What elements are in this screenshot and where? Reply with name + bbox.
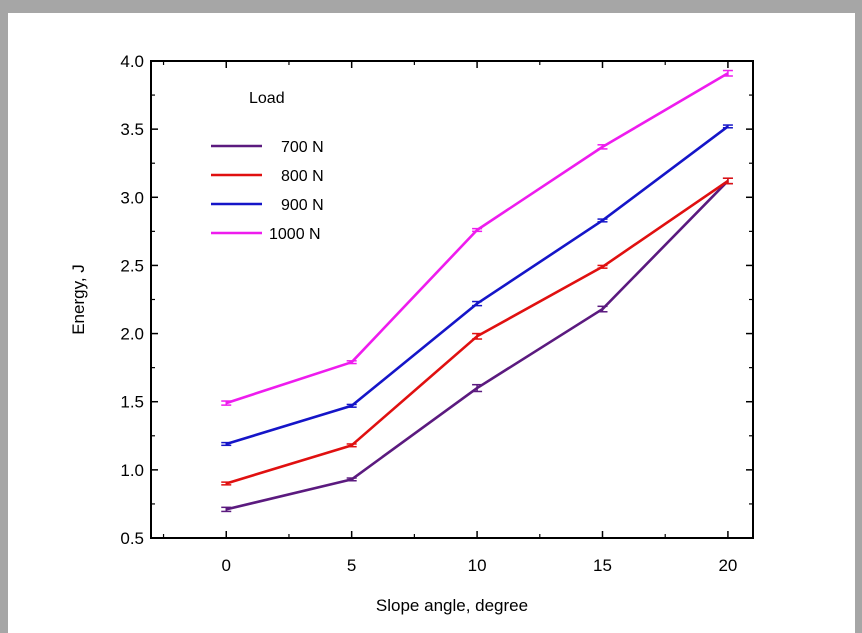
legend-item: 800 N [211, 168, 324, 185]
x-tick-labels: 0 5 10 15 20 [222, 556, 738, 575]
error-bar [346, 443, 357, 448]
error-bar [221, 481, 232, 486]
legend-items: 700 N 800 N 900 N 1000 N [211, 139, 324, 243]
error-bar [472, 383, 483, 393]
error-bar [597, 305, 608, 313]
error-bar [472, 332, 483, 340]
error-bar [346, 403, 357, 408]
plot-area-border [150, 60, 754, 539]
error-bars [221, 69, 733, 513]
error-bar [221, 400, 232, 406]
legend-item: 900 N [211, 197, 324, 214]
error-bar [221, 506, 232, 513]
legend-title: Load [249, 90, 285, 107]
x-axis-title: Slope angle, degree [376, 596, 528, 615]
y-tick-label: 3.0 [120, 188, 144, 207]
y-tick-label: 1.5 [120, 393, 144, 412]
x-tick-label: 0 [222, 556, 231, 575]
error-bar [597, 144, 608, 150]
error-bar [346, 360, 357, 365]
legend: Load 700 N 800 N 900 N 1000 N [211, 90, 324, 243]
error-bar [221, 441, 232, 447]
y-tick-label: 2.0 [120, 325, 144, 344]
x-tick-label: 15 [593, 556, 612, 575]
error-bar [722, 177, 733, 185]
y-tick-label: 1.0 [120, 461, 144, 480]
axis-ticks [151, 60, 753, 539]
legend-label: 1000 N [269, 226, 321, 243]
y-tick-label: 3.5 [120, 120, 144, 139]
error-bar [722, 69, 733, 77]
y-tick-labels: 0.5 1.0 1.5 2.0 2.5 3.0 3.5 4.0 [120, 52, 144, 548]
y-tick-label: 4.0 [120, 52, 144, 71]
error-bar [597, 264, 608, 269]
error-bar [472, 300, 483, 307]
legend-item: 700 N [211, 139, 324, 156]
error-bar [597, 218, 608, 223]
x-tick-label: 5 [347, 556, 356, 575]
x-tick-label: 10 [468, 556, 487, 575]
x-tick-label: 20 [718, 556, 737, 575]
legend-item: 1000 N [211, 226, 321, 243]
error-bar [346, 477, 357, 482]
error-bar [472, 227, 483, 233]
y-axis-title: Energy, J [69, 264, 88, 335]
legend-label: 900 N [281, 197, 324, 214]
y-tick-label: 0.5 [120, 529, 144, 548]
error-bar [722, 124, 733, 129]
legend-label: 700 N [281, 139, 324, 156]
legend-label: 800 N [281, 168, 324, 185]
y-tick-label: 2.5 [120, 256, 144, 275]
